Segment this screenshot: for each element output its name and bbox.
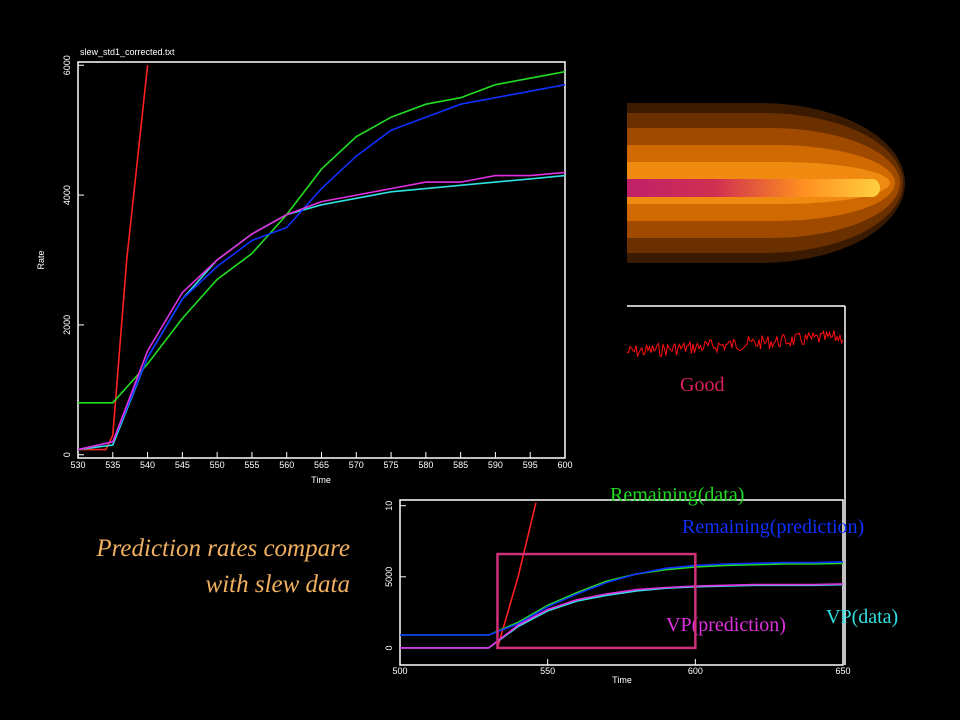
series-line — [400, 561, 843, 636]
caption: with slew data — [206, 571, 350, 598]
series-line — [496, 502, 537, 649]
y-tick-label: 5000 — [384, 567, 394, 587]
bullet-graphic — [627, 103, 905, 263]
x-tick-label: 575 — [384, 460, 399, 470]
series-line — [78, 83, 565, 451]
plot-area — [400, 502, 843, 649]
series-line — [78, 65, 149, 451]
x-tick-label: 560 — [279, 460, 294, 470]
y-tick-label: 4000 — [62, 185, 72, 205]
series-line — [78, 70, 565, 404]
y-axis-label: Rate — [36, 250, 46, 269]
highlight-box — [496, 552, 697, 650]
series-label: Remaining(data) — [610, 484, 744, 506]
series-line — [400, 583, 843, 649]
chart-title: slew_std1_corrected.txt — [80, 47, 175, 57]
x-tick-label: 600 — [688, 666, 703, 676]
x-axis-label: Time — [612, 675, 632, 685]
x-tick-label: 530 — [70, 460, 85, 470]
x-tick-label: 580 — [418, 460, 433, 470]
x-tick-label: 550 — [210, 460, 225, 470]
series-label: VP(prediction) — [666, 614, 786, 636]
y-tick-label: 6000 — [62, 55, 72, 75]
x-tick-label: 600 — [557, 460, 572, 470]
series-label: VP(data) — [826, 606, 898, 628]
x-tick-label: 565 — [314, 460, 329, 470]
x-tick-label: 545 — [175, 460, 190, 470]
x-tick-label: 555 — [244, 460, 259, 470]
x-tick-label: 650 — [835, 666, 850, 676]
x-tick-label: 550 — [540, 666, 555, 676]
series-line — [78, 171, 565, 451]
x-tick-label: 585 — [453, 460, 468, 470]
x-tick-label: 535 — [105, 460, 120, 470]
series-label: Remaining(prediction) — [682, 516, 864, 538]
x-tick-label: 500 — [392, 666, 407, 676]
partial-panel — [626, 305, 846, 665]
y-tick-label: 0 — [62, 452, 72, 457]
x-tick-label: 595 — [523, 460, 538, 470]
y-tick-label: 2000 — [62, 315, 72, 335]
x-tick-label: 540 — [140, 460, 155, 470]
partial-curve — [626, 329, 844, 357]
plot-frame — [399, 499, 844, 666]
x-tick-label: 590 — [488, 460, 503, 470]
plot-area — [78, 65, 565, 451]
x-tick-label: 570 — [349, 460, 364, 470]
annotation: Good — [680, 374, 724, 396]
caption: Prediction rates compare — [95, 535, 350, 562]
y-tick-label: 10 — [384, 501, 394, 511]
y-tick-label: 0 — [384, 645, 394, 650]
x-axis-label: Time — [311, 475, 331, 485]
